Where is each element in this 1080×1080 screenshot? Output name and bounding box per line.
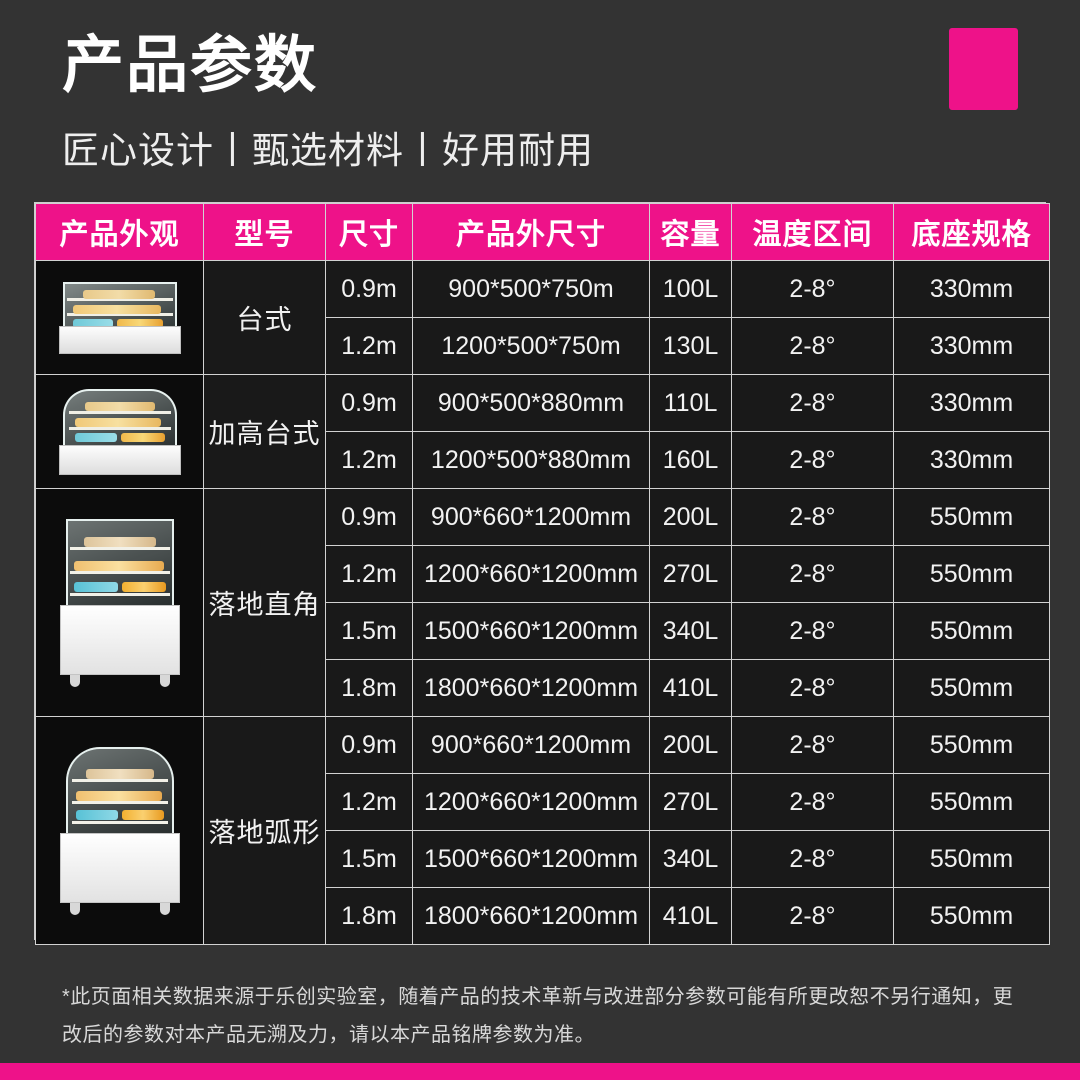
col-header-base: 底座规格 xyxy=(893,203,1050,261)
spec-table-container: 产品外观 型号 尺寸 产品外尺寸 容量 温度区间 底座规格 xyxy=(34,202,1050,945)
cell-base: 330mm xyxy=(893,431,1050,489)
cell-temperature: 2-8° xyxy=(731,545,894,603)
model-name: 落地弧形 xyxy=(203,716,326,945)
cell-capacity: 160L xyxy=(649,431,732,489)
cell-capacity: 100L xyxy=(649,260,732,318)
col-header-size: 尺寸 xyxy=(325,203,413,261)
cell-temperature: 2-8° xyxy=(731,830,894,888)
table-row: 1.5m 1500*660*1200mm 340L 2-8° 550mm xyxy=(36,830,1050,888)
cell-size: 0.9m xyxy=(325,260,413,318)
cell-temperature: 2-8° xyxy=(731,887,894,945)
cell-dimensions: 1500*660*1200mm xyxy=(412,602,650,660)
col-header-model: 型号 xyxy=(203,203,326,261)
table-row: 1.2m 1200*500*750m 130L 2-8° 330mm xyxy=(36,317,1050,375)
cell-dimensions: 1200*500*750m xyxy=(412,317,650,375)
table-row: 1.2m 1200*660*1200mm 270L 2-8° 550mm xyxy=(36,773,1050,831)
cell-size: 1.8m xyxy=(325,659,413,717)
model-name: 台式 xyxy=(203,260,326,375)
header-row: 产品外观 型号 尺寸 产品外尺寸 容量 温度区间 底座规格 xyxy=(35,203,1050,261)
spec-table-body: 台式 0.9m 900*500*750m 100L 2-8° 330mm 1.2… xyxy=(35,260,1050,945)
col-header-dimensions: 产品外尺寸 xyxy=(412,203,650,261)
cell-base: 330mm xyxy=(893,374,1050,432)
cell-base: 550mm xyxy=(893,602,1050,660)
cell-base: 550mm xyxy=(893,716,1050,774)
table-row: 加高台式 0.9m 900*500*880mm 110L 2-8° 330mm xyxy=(35,374,1050,489)
cell-base: 550mm xyxy=(893,773,1050,831)
cell-capacity: 410L xyxy=(649,887,732,945)
cell-size: 1.2m xyxy=(325,431,413,489)
cell-capacity: 200L xyxy=(649,716,732,774)
col-header-temperature: 温度区间 xyxy=(731,203,894,261)
cell-capacity: 340L xyxy=(649,602,732,660)
cell-dimensions: 1800*660*1200mm xyxy=(412,659,650,717)
product-image-floor-curved xyxy=(35,716,204,945)
cell-capacity: 340L xyxy=(649,830,732,888)
cell-temperature: 2-8° xyxy=(731,374,894,432)
cell-temperature: 2-8° xyxy=(731,431,894,489)
cell-temperature: 2-8° xyxy=(731,260,894,318)
cell-size: 1.8m xyxy=(325,887,413,945)
cell-temperature: 2-8° xyxy=(731,488,894,546)
cell-capacity: 200L xyxy=(649,488,732,546)
cell-base: 330mm xyxy=(893,260,1050,318)
spec-table-head: 产品外观 型号 尺寸 产品外尺寸 容量 温度区间 底座规格 xyxy=(35,203,1050,261)
spec-table: 产品外观 型号 尺寸 产品外尺寸 容量 温度区间 底座规格 xyxy=(35,203,1050,945)
cell-size: 1.5m xyxy=(325,830,413,888)
cell-dimensions: 900*500*750m xyxy=(412,260,650,318)
table-row: 1.2m 1200*500*880mm 160L 2-8° 330mm xyxy=(36,431,1050,489)
cell-dimensions: 900*500*880mm xyxy=(412,374,650,432)
table-row: 1.8m 1800*660*1200mm 410L 2-8° 550mm xyxy=(36,659,1050,717)
cell-temperature: 2-8° xyxy=(731,773,894,831)
cell-size: 1.5m xyxy=(325,602,413,660)
cell-temperature: 2-8° xyxy=(731,716,894,774)
cell-size: 0.9m xyxy=(325,488,413,546)
accent-decoration-block xyxy=(949,28,1018,110)
page-subtitle: 匠心设计丨甄选材料丨好用耐用 xyxy=(62,130,594,171)
table-row: 台式 0.9m 900*500*750m 100L 2-8° 330mm xyxy=(35,260,1050,375)
bottom-accent-bar xyxy=(0,1063,1080,1080)
table-row: 1.5m 1500*660*1200mm 340L 2-8° 550mm xyxy=(36,602,1050,660)
cell-base: 550mm xyxy=(893,659,1050,717)
cell-base: 550mm xyxy=(893,545,1050,603)
page-title: 产品参数 xyxy=(62,31,319,100)
cell-capacity: 270L xyxy=(649,545,732,603)
cell-size: 1.2m xyxy=(325,317,413,375)
cell-dimensions: 900*660*1200mm xyxy=(412,488,650,546)
cell-temperature: 2-8° xyxy=(731,317,894,375)
cell-capacity: 130L xyxy=(649,317,732,375)
model-name: 落地直角 xyxy=(203,488,326,717)
table-row: 落地直角 0.9m 900*660*1200mm 200L 2-8° 550mm xyxy=(35,488,1050,717)
cell-temperature: 2-8° xyxy=(731,659,894,717)
model-name: 加高台式 xyxy=(203,374,326,489)
cell-capacity: 410L xyxy=(649,659,732,717)
cell-base: 550mm xyxy=(893,488,1050,546)
cell-size: 0.9m xyxy=(325,374,413,432)
cell-base: 550mm xyxy=(893,887,1050,945)
table-row: 落地弧形 0.9m 900*660*1200mm 200L 2-8° 550mm xyxy=(35,716,1050,945)
cell-dimensions: 1500*660*1200mm xyxy=(412,830,650,888)
cell-dimensions: 1200*660*1200mm xyxy=(412,545,650,603)
cell-capacity: 270L xyxy=(649,773,732,831)
cell-size: 1.2m xyxy=(325,545,413,603)
cell-size: 1.2m xyxy=(325,773,413,831)
product-image-countertop-flat xyxy=(35,260,204,375)
cell-dimensions: 1200*500*880mm xyxy=(412,431,650,489)
cell-dimensions: 1800*660*1200mm xyxy=(412,887,650,945)
table-row: 1.8m 1800*660*1200mm 410L 2-8° 550mm xyxy=(36,887,1050,945)
cell-dimensions: 1200*660*1200mm xyxy=(412,773,650,831)
col-header-appearance: 产品外观 xyxy=(35,203,204,261)
cell-dimensions: 900*660*1200mm xyxy=(412,716,650,774)
cell-temperature: 2-8° xyxy=(731,602,894,660)
product-image-countertop-curved xyxy=(35,374,204,489)
product-image-floor-square xyxy=(35,488,204,717)
disclaimer-text: *此页面相关数据来源于乐创实验室，随着产品的技术革新与改进部分参数可能有所更改恕… xyxy=(62,986,1014,1046)
col-header-capacity: 容量 xyxy=(649,203,732,261)
cell-base: 330mm xyxy=(893,317,1050,375)
cell-size: 0.9m xyxy=(325,716,413,774)
page-header: 产品参数 匠心设计丨甄选材料丨好用耐用 xyxy=(0,0,1080,186)
cell-capacity: 110L xyxy=(649,374,732,432)
cell-base: 550mm xyxy=(893,830,1050,888)
